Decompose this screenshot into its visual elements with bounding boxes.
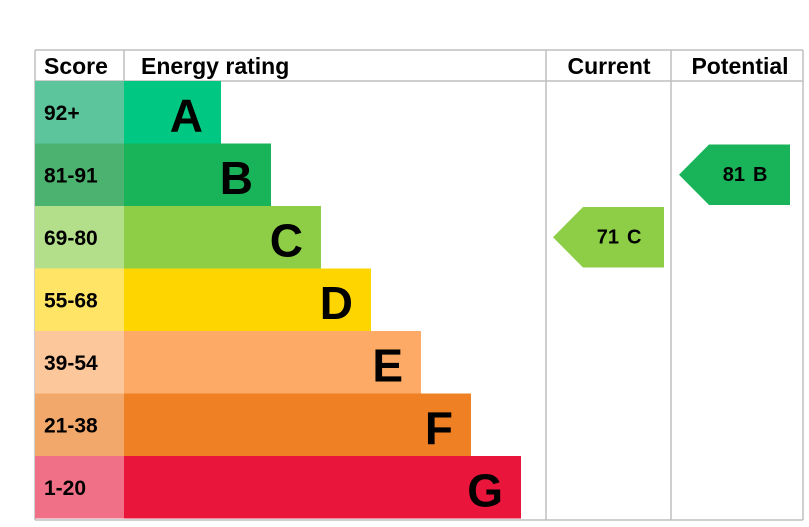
rating-bar xyxy=(124,81,221,144)
score-label: 39-54 xyxy=(44,352,98,375)
score-label: 1-20 xyxy=(44,477,86,500)
score-label: 21-38 xyxy=(44,414,98,437)
rating-bar xyxy=(124,268,371,331)
current-arrow xyxy=(553,207,664,268)
rating-letter: G xyxy=(467,464,503,516)
header: Energy rating xyxy=(141,53,289,79)
rating-letter: E xyxy=(372,339,403,391)
score-label: 69-80 xyxy=(44,227,98,250)
rating-bar xyxy=(124,456,521,519)
rating-bar xyxy=(124,331,421,394)
score-label: 92+ xyxy=(44,102,80,125)
potential-arrow xyxy=(679,144,790,205)
score-label: 81-91 xyxy=(44,164,98,187)
score-cell xyxy=(35,331,124,394)
score-cell xyxy=(35,143,124,206)
score-cell xyxy=(35,456,124,519)
rating-letter: C xyxy=(270,214,303,266)
score-cell xyxy=(35,268,124,331)
header: Score xyxy=(44,53,108,79)
rating-letter: A xyxy=(170,89,203,141)
rating-letter: D xyxy=(320,277,353,329)
header: Current xyxy=(567,53,650,79)
rating-bar xyxy=(124,393,471,456)
score-label: 55-68 xyxy=(44,289,98,312)
score-cell xyxy=(35,393,124,456)
potential-value: 81 xyxy=(723,164,745,186)
rating-letter: B xyxy=(220,152,253,204)
current-value: 71 xyxy=(597,226,619,248)
rating-bar xyxy=(124,143,271,206)
rating-bar xyxy=(124,206,321,269)
score-cell xyxy=(35,81,124,144)
header: Potential xyxy=(691,53,788,79)
score-cell xyxy=(35,206,124,269)
potential-letter: B xyxy=(753,164,767,186)
current-letter: C xyxy=(627,226,641,248)
rating-letter: F xyxy=(425,402,453,454)
